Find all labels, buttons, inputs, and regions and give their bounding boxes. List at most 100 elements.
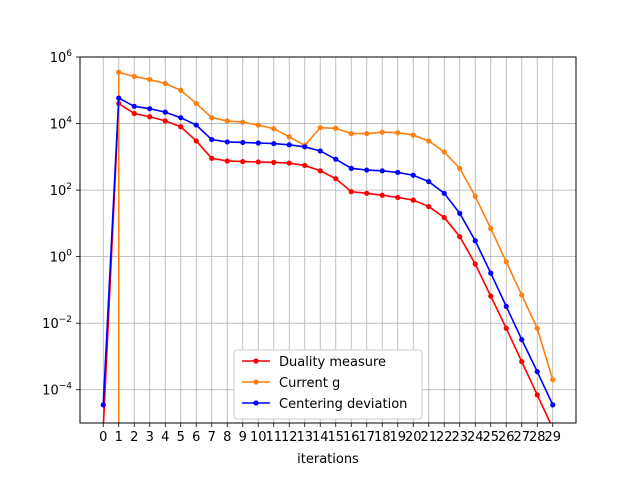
- data-point: [519, 292, 525, 298]
- x-tick-label: 21: [420, 430, 437, 445]
- x-tick-label: 22: [436, 430, 453, 445]
- series-layer: [100, 69, 556, 423]
- x-tick-label: 19: [389, 430, 406, 445]
- data-point: [317, 148, 323, 154]
- data-point: [488, 225, 494, 232]
- data-point: [503, 325, 509, 331]
- x-tick-label: 12: [281, 430, 298, 445]
- data-point: [302, 162, 308, 169]
- x-tick-label: 20: [405, 430, 422, 445]
- y-tick-label: 104: [50, 116, 73, 133]
- data-point: [147, 114, 153, 120]
- data-point: [116, 95, 122, 101]
- data-point: [162, 80, 168, 87]
- data-point: [457, 234, 463, 240]
- data-point: [240, 139, 246, 146]
- data-point: [100, 402, 106, 408]
- data-point: [457, 210, 463, 216]
- data-point: [224, 118, 230, 124]
- data-point: [410, 172, 416, 178]
- series-line: [102, 96, 554, 406]
- data-point: [519, 359, 525, 365]
- legend-label: Current g: [279, 376, 340, 391]
- x-axis-label: iterations: [297, 452, 359, 467]
- data-point: [426, 203, 432, 210]
- data-point: [348, 165, 354, 171]
- data-point: [209, 155, 215, 161]
- data-point: [286, 160, 292, 166]
- ticks-layer: 0 1 2 3 4 5 6 7 8 9 101112131415161718192021222324…: [42, 49, 561, 445]
- x-tick-label: 24: [467, 430, 484, 445]
- data-point: [426, 138, 432, 144]
- data-point: [441, 190, 447, 196]
- data-point: [550, 377, 556, 383]
- data-point: [271, 140, 277, 147]
- legend: Duality measure Current g Centering deviat…: [233, 349, 423, 420]
- series-line: [102, 102, 552, 423]
- data-point: [379, 168, 385, 174]
- x-tick-label: 16: [343, 430, 360, 445]
- data-point: [224, 139, 230, 145]
- data-point: [364, 190, 370, 196]
- data-point: [364, 167, 370, 173]
- data-point: [178, 124, 184, 130]
- data-point: [395, 194, 401, 201]
- y-tick-label: 100: [50, 249, 73, 266]
- data-point: [302, 144, 308, 150]
- series-2: [100, 95, 556, 408]
- data-point: [240, 119, 246, 125]
- data-point: [472, 261, 478, 267]
- data-point: [503, 259, 509, 265]
- x-tick-label: 17: [358, 430, 375, 445]
- data-point: [224, 158, 230, 164]
- x-tick-label: 26: [498, 430, 515, 445]
- data-point: [534, 392, 540, 398]
- data-point: [286, 142, 292, 148]
- data-point: [286, 134, 292, 140]
- data-point: [131, 103, 137, 109]
- data-point: [209, 136, 215, 143]
- legend-swatch-marker: [253, 379, 259, 385]
- x-tick-label: 0: [99, 430, 107, 445]
- data-point: [240, 158, 246, 165]
- data-point: [271, 126, 277, 132]
- data-point: [348, 189, 354, 195]
- plot-frame: [79, 56, 577, 424]
- x-tick-label: 4: [161, 430, 169, 445]
- x-tick-label: 14: [312, 430, 329, 445]
- data-point: [209, 115, 215, 121]
- data-point: [317, 168, 323, 174]
- data-point: [488, 270, 494, 276]
- data-point: [441, 149, 447, 155]
- data-point: [426, 178, 432, 185]
- data-point: [162, 118, 168, 124]
- x-tick-label: 2: [130, 430, 138, 445]
- series-1: [116, 69, 556, 423]
- data-point: [131, 73, 137, 80]
- x-tick-label: 11: [265, 430, 282, 445]
- x-tick-label: 28: [529, 430, 546, 445]
- data-point: [193, 122, 199, 128]
- data-point: [162, 109, 168, 115]
- data-point: [255, 140, 261, 146]
- data-point: [534, 325, 540, 331]
- data-point: [410, 132, 416, 138]
- data-point: [395, 130, 401, 136]
- legend-label: Duality measure: [279, 355, 386, 370]
- data-point: [503, 303, 509, 309]
- x-tick-label: 9: [239, 430, 247, 445]
- data-point: [271, 159, 277, 165]
- x-tick-label: 7: [208, 430, 216, 445]
- data-point: [193, 100, 199, 107]
- x-tick-label: 18: [374, 430, 391, 445]
- x-tick-label: 25: [482, 430, 499, 445]
- data-point: [147, 76, 153, 83]
- data-point: [519, 337, 525, 343]
- series-0: [102, 100, 552, 423]
- data-point: [333, 125, 339, 131]
- x-tick-label: 6: [192, 430, 200, 445]
- y-tick-label: 10−2: [42, 315, 72, 332]
- data-point: [333, 156, 339, 162]
- y-tick-label: 106: [50, 49, 73, 66]
